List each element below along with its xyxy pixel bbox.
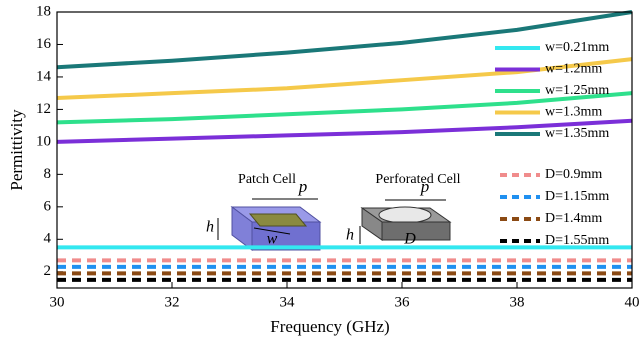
legend-label: w=1.25mm [545,83,609,98]
y-tick-label: 2 [44,263,52,279]
chart: Frequency (GHz) Permittivity 30 32 34 36 38 4… [0,0,642,343]
x-axis-label: Frequency (GHz) [270,317,389,336]
y-tick-label: 18 [36,3,51,19]
x-tick-label: 38 [510,294,525,310]
legend-label: D=1.4mm [545,211,602,226]
legend-label: D=1.55mm [545,233,609,248]
inset-annotation: h [346,227,354,244]
legend-label: D=0.9mm [545,167,602,182]
y-tick-label: 14 [36,68,52,84]
y-tick-label: 10 [36,133,51,149]
legend-label: w=1.2mm [545,62,602,77]
y-tick-label: 8 [44,166,52,182]
y-axis-label: Permittivity [7,109,26,191]
legend-label: w=0.21mm [545,40,609,55]
y-tick-label: 4 [44,231,52,247]
inset-annotation: h [206,219,214,236]
x-tick-label: 40 [625,294,640,310]
x-tick-label: 32 [165,294,180,310]
y-tick-label: 16 [36,36,52,52]
inset-annotation: w [267,231,278,248]
y-tick-label: 6 [44,198,52,214]
legend-label: w=1.3mm [545,105,602,120]
inset-annotation: p [298,177,308,196]
x-tick-label: 30 [50,294,65,310]
x-tick-label: 36 [395,294,411,310]
legend-label: D=1.15mm [545,189,609,204]
inset-annotation: D [403,231,416,248]
inset-annotation: p [420,177,430,196]
x-tick-label: 34 [280,294,296,310]
y-tick-label: 12 [36,101,51,117]
inset-annotation: Perforated Cell [375,172,460,187]
inset-annotation: Patch Cell [238,172,296,187]
legend-label: w=1.35mm [545,126,609,141]
